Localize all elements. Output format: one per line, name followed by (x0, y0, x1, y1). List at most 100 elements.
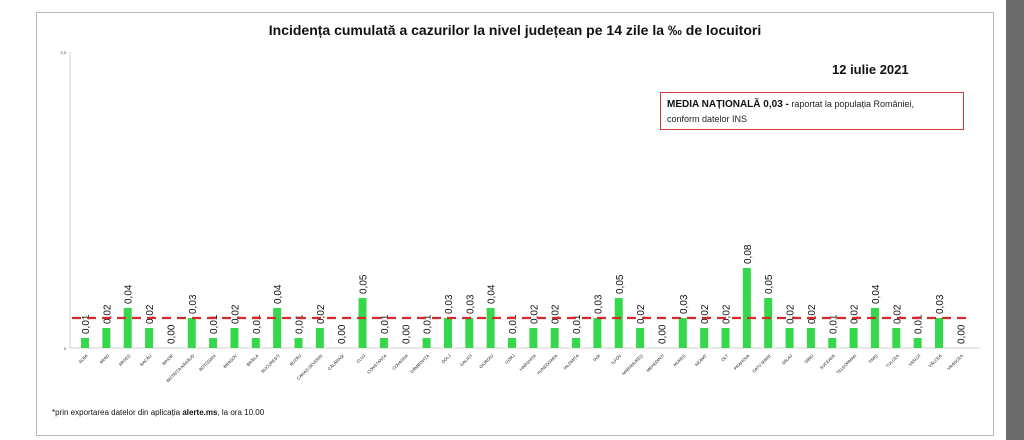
category-label: SATU MARE (751, 353, 772, 374)
bar-value-label: 0,02 (551, 304, 562, 324)
bar (678, 318, 687, 348)
bar (529, 328, 538, 348)
bar-value-label: 0,00 (956, 324, 967, 344)
category-label: CĂLĂRAȘI (327, 353, 345, 371)
bar (935, 318, 943, 348)
footnote-prefix: *prin exportarea datelor din aplicația (52, 408, 183, 417)
category-label: BRAȘOV (222, 353, 238, 369)
bar-value-label: 0,02 (636, 304, 647, 324)
bar (508, 338, 516, 348)
category-label: GALAȚI (459, 353, 473, 367)
y-tick-label: 0,3 (60, 50, 66, 55)
bar-value-label: 0,04 (124, 284, 135, 304)
category-label: BOTOȘANI (198, 353, 217, 372)
bar (593, 318, 602, 348)
category-label: BIHOR (161, 353, 174, 366)
bar (465, 318, 474, 348)
category-label: DOLJ (441, 353, 452, 364)
bar (251, 338, 260, 348)
category-label: SIBIU (803, 353, 814, 364)
bar-value-label: 0,04 (487, 284, 498, 304)
category-label: TELEORMAN (835, 353, 857, 375)
bar (700, 328, 709, 348)
category-label: ALBA (78, 353, 89, 364)
category-label: TULCEA (885, 353, 900, 368)
category-label: BRĂILA (245, 353, 259, 367)
bar (870, 308, 879, 348)
category-label: SUCEAVA (819, 353, 836, 370)
category-label: SĂLAJ (781, 353, 794, 366)
bar-value-label: 0,03 (444, 294, 455, 314)
bar (636, 328, 645, 348)
bar-value-label: 0,02 (722, 304, 733, 324)
bar-value-label: 0,02 (529, 304, 540, 324)
national-average-source: conform datelor INS (667, 114, 748, 124)
bar-value-label: 0,04 (871, 284, 882, 304)
bar (358, 298, 367, 348)
category-label: VRANCEA (946, 353, 964, 371)
bar (785, 328, 794, 348)
bar-value-label: 0,02 (700, 304, 711, 324)
bar (913, 338, 922, 348)
category-label: GIURGIU (478, 353, 494, 369)
bar-value-label: 0,02 (102, 304, 113, 324)
bar-value-label: 0,05 (359, 274, 370, 294)
bar-value-label: 0,01 (508, 314, 519, 334)
bar-value-label: 0,00 (657, 324, 668, 344)
category-label: ARAD (98, 353, 110, 365)
category-label: ILFOV (610, 353, 622, 365)
bar-value-label: 0,01 (295, 314, 306, 334)
bar (209, 338, 218, 348)
footnote: *prin exportarea datelor din aplicația a… (52, 408, 264, 417)
bar-value-label: 0,01 (914, 314, 925, 334)
national-average-label: MEDIA NAȚIONALĂ 0,03 - (667, 99, 789, 110)
bar-value-label: 0,02 (807, 304, 818, 324)
category-label: TIMIȘ (867, 353, 879, 365)
national-average-desc: raportat la populația României, (791, 99, 914, 109)
bar-value-label: 0,00 (166, 324, 177, 344)
category-label: HUNEDOARA (536, 353, 559, 376)
category-label: MEHEDINȚI (645, 353, 665, 373)
bar-value-label: 0,08 (743, 244, 754, 264)
bar (315, 328, 324, 348)
bar (81, 338, 89, 348)
bar-value-label: 0,02 (786, 304, 797, 324)
bar (614, 298, 623, 348)
bar (828, 338, 837, 348)
bar (892, 328, 901, 348)
bar-value-label: 0,00 (337, 324, 348, 344)
category-label: BUZĂU (289, 353, 303, 367)
category-label: ARGEȘ (117, 353, 131, 367)
category-label: BACĂU (139, 353, 153, 367)
bar (379, 338, 388, 348)
category-label: BUCUREȘTI (260, 353, 281, 374)
bar-value-label: 0,01 (81, 314, 92, 334)
bar (806, 328, 815, 348)
bar-value-label: 0,02 (892, 304, 903, 324)
bar-value-label: 0,02 (316, 304, 327, 324)
national-average-note: MEDIA NAȚIONALĂ 0,03 - raportat la popul… (660, 92, 964, 130)
category-label: IALOMIȚA (562, 353, 580, 371)
bar (721, 328, 730, 348)
bar-value-label: 0,02 (850, 304, 861, 324)
bar (102, 328, 111, 348)
bar-value-label: 0,02 (230, 304, 241, 324)
bar (742, 268, 751, 348)
bar-value-label: 0,01 (209, 314, 220, 334)
bar-value-label: 0,02 (145, 304, 156, 324)
category-label: HARGHITA (518, 353, 537, 372)
bar-value-label: 0,01 (423, 314, 434, 334)
bar-value-label: 0,01 (252, 314, 263, 334)
category-label: PRAHOVA (733, 353, 751, 371)
side-strip (1006, 0, 1024, 440)
bar-value-label: 0,01 (572, 314, 583, 334)
category-label: MARAMUREȘ (621, 353, 644, 376)
category-label: GORJ (504, 353, 516, 365)
bar-value-label: 0,03 (593, 294, 604, 314)
bar-value-label: 0,03 (679, 294, 690, 314)
bar-value-label: 0,01 (828, 314, 839, 334)
chart-title: Incidența cumulată a cazurilor la nivel … (268, 22, 762, 38)
bar-value-label: 0,01 (380, 314, 391, 334)
bar (572, 338, 581, 348)
